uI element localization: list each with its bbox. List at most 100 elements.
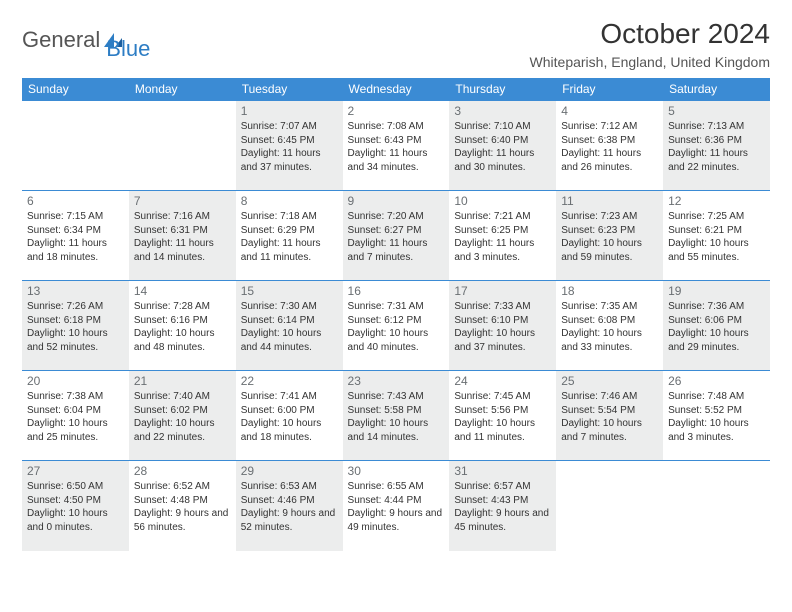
calendar-body: 1 Sunrise: 7:07 AMSunset: 6:45 PMDaylight…: [22, 101, 770, 551]
sunset-text: Sunset: 6:02 PM: [134, 404, 231, 418]
sunrise-text: Sunrise: 7:30 AM: [241, 300, 338, 314]
day-info: Sunrise: 7:15 AMSunset: 6:34 PMDaylight:…: [27, 210, 124, 264]
day-info: Sunrise: 7:46 AMSunset: 5:54 PMDaylight:…: [561, 390, 658, 444]
sunrise-text: Sunrise: 7:23 AM: [561, 210, 658, 224]
sunrise-text: Sunrise: 7:21 AM: [454, 210, 551, 224]
day-info: Sunrise: 7:10 AMSunset: 6:40 PMDaylight:…: [454, 120, 551, 174]
day-number: 11: [561, 194, 658, 208]
day-info: Sunrise: 7:38 AMSunset: 6:04 PMDaylight:…: [27, 390, 124, 444]
daylight-text: Daylight: 11 hours and 34 minutes.: [348, 147, 445, 174]
sunset-text: Sunset: 6:29 PM: [241, 224, 338, 238]
daylight-text: Daylight: 10 hours and 14 minutes.: [348, 417, 445, 444]
day-cell: 15 Sunrise: 7:30 AMSunset: 6:14 PMDayligh…: [236, 281, 343, 371]
calendar-table: SundayMondayTuesdayWednesdayThursdayFrid…: [22, 78, 770, 551]
sunrise-text: Sunrise: 7:46 AM: [561, 390, 658, 404]
day-header: Friday: [556, 78, 663, 101]
day-info: Sunrise: 7:30 AMSunset: 6:14 PMDaylight:…: [241, 300, 338, 354]
sunset-text: Sunset: 6:23 PM: [561, 224, 658, 238]
sunset-text: Sunset: 5:56 PM: [454, 404, 551, 418]
empty-cell: [663, 461, 770, 551]
daylight-text: Daylight: 10 hours and 33 minutes.: [561, 327, 658, 354]
sunset-text: Sunset: 4:44 PM: [348, 494, 445, 508]
day-cell: 5Sunrise: 7:13 AMSunset: 6:36 PMDaylight…: [663, 101, 770, 191]
day-cell: 21Sunrise: 7:40 AMSunset: 6:02 PMDayligh…: [129, 371, 236, 461]
sunrise-text: Sunrise: 6:53 AM: [241, 480, 338, 494]
calendar-week-row: 27Sunrise: 6:50 AMSunset: 4:50 PMDayligh…: [22, 461, 770, 551]
header: General Blue October 2024 Whiteparish, E…: [22, 18, 770, 70]
sunset-text: Sunset: 5:52 PM: [668, 404, 765, 418]
sunset-text: Sunset: 6:06 PM: [668, 314, 765, 328]
sunrise-text: Sunrise: 7:40 AM: [134, 390, 231, 404]
sunset-text: Sunset: 6:00 PM: [241, 404, 338, 418]
day-number: 29: [241, 464, 338, 478]
sunrise-text: Sunrise: 7:38 AM: [27, 390, 124, 404]
day-header: Thursday: [449, 78, 556, 101]
day-info: Sunrise: 7:08 AMSunset: 6:43 PMDaylight:…: [348, 120, 445, 174]
day-info: Sunrise: 7:35 AMSunset: 6:08 PMDaylight:…: [561, 300, 658, 354]
day-number: 15: [241, 284, 338, 298]
calendar-week-row: 1 Sunrise: 7:07 AMSunset: 6:45 PMDaylight…: [22, 101, 770, 191]
day-header: Sunday: [22, 78, 129, 101]
sunset-text: Sunset: 4:50 PM: [27, 494, 124, 508]
sunrise-text: Sunrise: 7:48 AM: [668, 390, 765, 404]
sunset-text: Sunset: 4:43 PM: [454, 494, 551, 508]
sunrise-text: Sunrise: 7:43 AM: [348, 390, 445, 404]
day-info: Sunrise: 7:20 AMSunset: 6:27 PMDaylight:…: [348, 210, 445, 264]
day-number: 22: [241, 374, 338, 388]
sunset-text: Sunset: 6:43 PM: [348, 134, 445, 148]
sunset-text: Sunset: 4:46 PM: [241, 494, 338, 508]
daylight-text: Daylight: 11 hours and 37 minutes.: [241, 147, 338, 174]
logo-text-blue: Blue: [106, 36, 150, 62]
daylight-text: Daylight: 10 hours and 37 minutes.: [454, 327, 551, 354]
day-number: 28: [134, 464, 231, 478]
sunset-text: Sunset: 4:48 PM: [134, 494, 231, 508]
day-number: 10: [454, 194, 551, 208]
daylight-text: Daylight: 10 hours and 55 minutes.: [668, 237, 765, 264]
title-block: October 2024 Whiteparish, England, Unite…: [530, 18, 770, 70]
sunset-text: Sunset: 6:31 PM: [134, 224, 231, 238]
page-title: October 2024: [530, 18, 770, 50]
sunrise-text: Sunrise: 7:35 AM: [561, 300, 658, 314]
daylight-text: Daylight: 11 hours and 30 minutes.: [454, 147, 551, 174]
calendar-week-row: 6Sunrise: 7:15 AMSunset: 6:34 PMDaylight…: [22, 191, 770, 281]
day-info: Sunrise: 7:16 AMSunset: 6:31 PMDaylight:…: [134, 210, 231, 264]
logo: General Blue: [22, 18, 150, 62]
day-number: 30: [348, 464, 445, 478]
daylight-text: Daylight: 11 hours and 11 minutes.: [241, 237, 338, 264]
sunrise-text: Sunrise: 6:55 AM: [348, 480, 445, 494]
daylight-text: Daylight: 10 hours and 52 minutes.: [27, 327, 124, 354]
sunrise-text: Sunrise: 7:33 AM: [454, 300, 551, 314]
day-number: 1: [241, 104, 338, 118]
daylight-text: Daylight: 10 hours and 25 minutes.: [27, 417, 124, 444]
day-cell: 11Sunrise: 7:23 AMSunset: 6:23 PMDayligh…: [556, 191, 663, 281]
day-cell: 2Sunrise: 7:08 AMSunset: 6:43 PMDaylight…: [343, 101, 450, 191]
sunset-text: Sunset: 6:14 PM: [241, 314, 338, 328]
day-cell: 16 Sunrise: 7:31 AMSunset: 6:12 PMDayligh…: [343, 281, 450, 371]
day-info: Sunrise: 7:12 AMSunset: 6:38 PMDaylight:…: [561, 120, 658, 174]
daylight-text: Daylight: 11 hours and 7 minutes.: [348, 237, 445, 264]
day-cell: 20 Sunrise: 7:38 AMSunset: 6:04 PMDayligh…: [22, 371, 129, 461]
daylight-text: Daylight: 10 hours and 7 minutes.: [561, 417, 658, 444]
sunrise-text: Sunrise: 7:36 AM: [668, 300, 765, 314]
day-info: Sunrise: 6:55 AMSunset: 4:44 PMDaylight:…: [348, 480, 445, 534]
daylight-text: Daylight: 9 hours and 52 minutes.: [241, 507, 338, 534]
sunset-text: Sunset: 6:10 PM: [454, 314, 551, 328]
sunset-text: Sunset: 5:58 PM: [348, 404, 445, 418]
sunrise-text: Sunrise: 7:15 AM: [27, 210, 124, 224]
day-number: 16: [348, 284, 445, 298]
daylight-text: Daylight: 10 hours and 18 minutes.: [241, 417, 338, 444]
day-info: Sunrise: 7:31 AMSunset: 6:12 PMDaylight:…: [348, 300, 445, 354]
sunrise-text: Sunrise: 7:12 AM: [561, 120, 658, 134]
day-cell: 6Sunrise: 7:15 AMSunset: 6:34 PMDaylight…: [22, 191, 129, 281]
daylight-text: Daylight: 11 hours and 14 minutes.: [134, 237, 231, 264]
daylight-text: Daylight: 10 hours and 3 minutes.: [668, 417, 765, 444]
sunrise-text: Sunrise: 7:10 AM: [454, 120, 551, 134]
day-number: 26: [668, 374, 765, 388]
daylight-text: Daylight: 10 hours and 29 minutes.: [668, 327, 765, 354]
day-cell: 10Sunrise: 7:21 AMSunset: 6:25 PMDayligh…: [449, 191, 556, 281]
day-info: Sunrise: 7:18 AMSunset: 6:29 PMDaylight:…: [241, 210, 338, 264]
sunset-text: Sunset: 6:25 PM: [454, 224, 551, 238]
day-number: 20: [27, 374, 124, 388]
day-number: 21: [134, 374, 231, 388]
day-info: Sunrise: 7:07 AMSunset: 6:45 PMDaylight:…: [241, 120, 338, 174]
